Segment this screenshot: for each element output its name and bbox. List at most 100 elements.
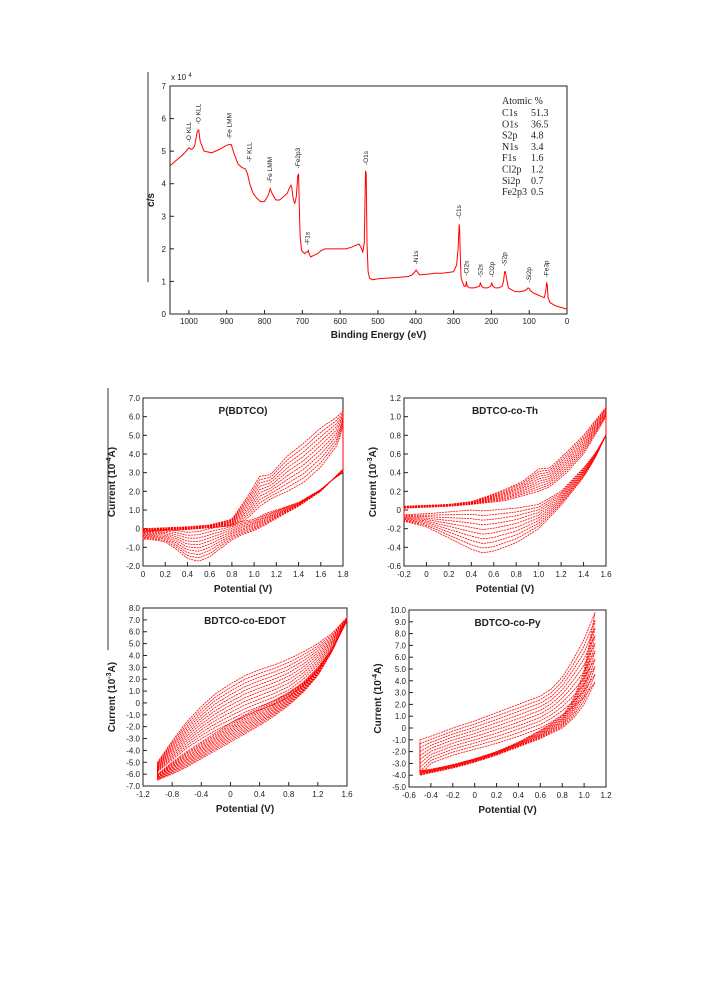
- y-tick-label: 6.0: [395, 653, 407, 662]
- cv-cycle-line: [419, 635, 596, 773]
- x-tick-label: 1.6: [600, 570, 612, 579]
- y-axis-label-text: Current (10: [107, 678, 118, 732]
- cv-cycle-line: [419, 643, 596, 774]
- x-tick-label: 0.2: [160, 570, 172, 579]
- composition-element: Si2p: [502, 176, 520, 187]
- peak-label: -O KLL: [186, 121, 193, 142]
- x-tick-label: 500: [371, 317, 385, 326]
- x-tick-label: 0.2: [491, 791, 503, 800]
- xps-spectrum-line: [169, 128, 568, 310]
- x-tick-label: 0: [472, 791, 477, 800]
- x-tick-label: 0.6: [488, 570, 500, 579]
- cv-cycle-line: [142, 419, 344, 546]
- y-tick-label: 10.0: [390, 606, 406, 615]
- x-tick-label: 400: [409, 317, 423, 326]
- y-tick-label: -4.0: [126, 746, 140, 755]
- y-tick-label: 1.2: [390, 394, 402, 403]
- composition-value: 0.5: [531, 187, 544, 198]
- x-tick-label: 300: [447, 317, 461, 326]
- cv-cycle-line: [157, 620, 348, 776]
- y-multiplier-exponent: 4: [188, 73, 192, 79]
- cv-cycle-line: [403, 406, 607, 553]
- y-tick-label: 2.0: [395, 700, 407, 709]
- cv-cycle-line: [142, 410, 344, 562]
- y-multiplier-label: x 10 4: [171, 73, 192, 82]
- y-tick-label: -0.4: [387, 543, 401, 552]
- cv-cycle-line: [403, 409, 607, 540]
- peak-label: -F1s: [305, 231, 312, 245]
- composition-value: 1.2: [531, 165, 544, 176]
- x-tick-label: 0: [565, 317, 570, 326]
- y-tick-label: 4.0: [129, 651, 141, 660]
- y-tick-label: 3.0: [129, 469, 141, 478]
- x-tick-label: 1.6: [315, 570, 327, 579]
- x-tick-label: -0.4: [194, 790, 208, 799]
- cv-cycle-line: [419, 650, 596, 774]
- y-tick-label: 7.0: [129, 616, 141, 625]
- x-tick-label: 1.2: [271, 570, 283, 579]
- plot-frame: [403, 397, 607, 567]
- plot-frame: [142, 607, 348, 787]
- y-axis-label: Current (10-3A): [106, 662, 118, 732]
- y-tick-label: 0.8: [390, 431, 402, 440]
- x-tick-label: 0.4: [254, 790, 266, 799]
- cv-cycle-line: [142, 420, 344, 542]
- x-tick-label: 0.2: [443, 570, 455, 579]
- x-tick-label: -0.6: [402, 791, 416, 800]
- xps-plot: 1000 900 800 700 600 500 400 300 200 100 001234567…: [146, 73, 570, 341]
- cv-cycle-line: [403, 413, 607, 521]
- x-tick-label: 0: [228, 790, 233, 799]
- peak-label: -O1s: [363, 150, 370, 165]
- cv-cycle-line: [403, 415, 607, 516]
- y-tick-label: -1.0: [126, 711, 140, 720]
- y-tick-label: 8.0: [129, 604, 141, 613]
- y-tick-label: 3: [162, 212, 167, 221]
- peak-label: -S2p: [502, 252, 509, 266]
- x-tick-label: 200: [485, 317, 499, 326]
- y-tick-label: 1: [162, 277, 167, 286]
- y-tick-label: 0: [136, 525, 141, 534]
- peak-label: -N1s: [413, 250, 420, 264]
- y-axis-label-exponent: -3: [106, 672, 113, 678]
- x-tick-label: 0.4: [513, 791, 525, 800]
- y-tick-label: -3.0: [126, 735, 140, 744]
- composition-element: Cl2p: [502, 165, 521, 176]
- x-axis-label: Potential (V): [214, 584, 272, 595]
- x-tick-label: 1.4: [578, 570, 590, 579]
- x-tick-label: 1.2: [600, 791, 612, 800]
- y-tick-label: -0.2: [387, 525, 401, 534]
- x-tick-label: 600: [333, 317, 347, 326]
- y-axis-label-text: Current (10: [107, 463, 118, 517]
- y-tick-label: 2: [162, 245, 167, 254]
- panel-title: BDTCO-co-EDOT: [204, 616, 286, 627]
- cv-cycle-line: [157, 616, 348, 781]
- composition-value: 3.4: [531, 142, 544, 153]
- peak-label: -C1s: [456, 204, 463, 218]
- x-tick-label: 0.6: [535, 791, 547, 800]
- peak-label: -Fe LMM: [227, 113, 234, 139]
- x-tick-label: 0.8: [226, 570, 238, 579]
- x-tick-label: 700: [296, 317, 310, 326]
- composition-element: C1s: [502, 108, 518, 119]
- peak-label: -Si2p: [526, 267, 533, 283]
- y-tick-label: -0.6: [387, 562, 401, 571]
- x-tick-label: 800: [258, 317, 272, 326]
- y-tick-label: -5.0: [126, 758, 140, 767]
- y-tick-label: 0: [162, 310, 167, 319]
- peak-label: -O KLL: [195, 103, 202, 124]
- cv-cycle-line: [419, 619, 596, 772]
- plot-frame: [408, 609, 607, 788]
- y-tick-label: 3.0: [129, 663, 141, 672]
- panel-title: BDTCO-co-Th: [472, 406, 538, 417]
- peak-label: -Cl2s: [463, 260, 470, 276]
- y-tick-label: 5: [162, 147, 167, 156]
- peak-label: -Fe LMM: [267, 157, 274, 183]
- x-tick-label: 900: [220, 317, 234, 326]
- panel-title: BDTCO-co-Py: [474, 618, 541, 629]
- cv4-panel: -0.6 -0.4 -0.2 0 0.2 0.4 0.6 0.8 1.0 1.2 -5.0 -4.0 -…: [372, 606, 612, 816]
- y-tick-label: 0.4: [390, 469, 402, 478]
- cv-cycle-line: [142, 422, 344, 539]
- peak-label: -Cl2p: [489, 262, 496, 278]
- y-tick-label: 8.0: [395, 630, 407, 639]
- y-tick-label: 0: [136, 699, 141, 708]
